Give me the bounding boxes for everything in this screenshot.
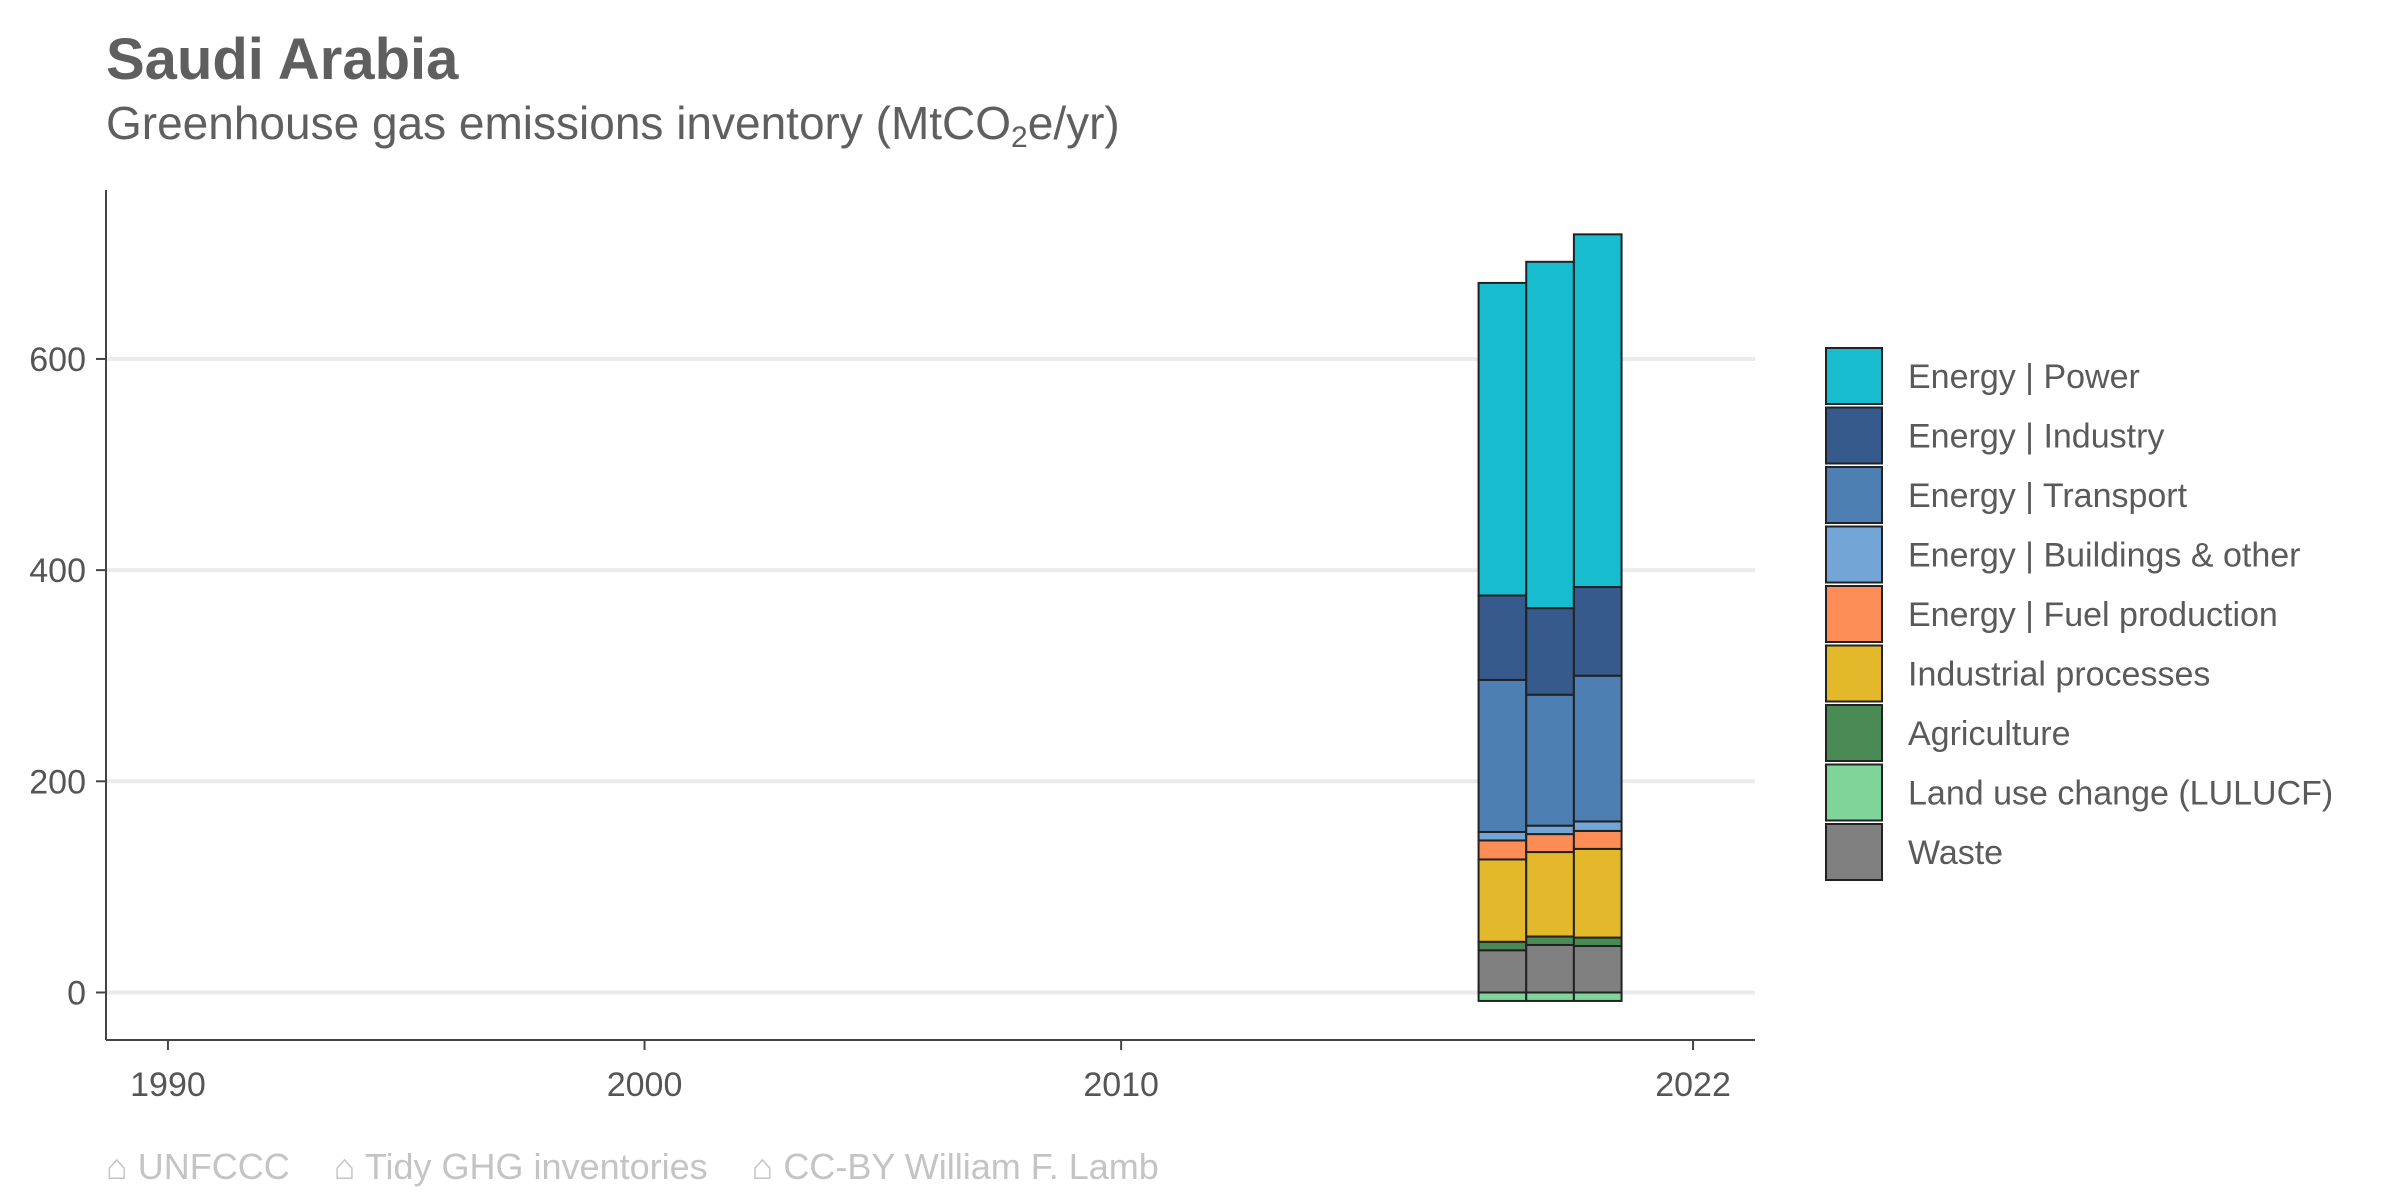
legend-label: Energy | Industry [1908, 418, 2164, 456]
legend-label: Land use change (LULUCF) [1908, 775, 2333, 813]
subtitle-main: Greenhouse gas emissions inventory (MtCO [106, 97, 1012, 149]
x-tick-label: 1990 [130, 1066, 206, 1104]
bar-segment [1477, 678, 1528, 833]
bar-segment [1572, 847, 1623, 939]
bar-segment [1525, 824, 1575, 836]
bar-segment [1477, 991, 1528, 1002]
bar-segment [1477, 858, 1528, 943]
bar-segment [1525, 851, 1575, 938]
bar-segment [1525, 833, 1575, 854]
bar-segment [1477, 830, 1528, 842]
bar-segment [1477, 949, 1528, 994]
footer-license: ⌂ CC-BY William F. Lamb [751, 1146, 1159, 1187]
legend-swatch [1825, 347, 1883, 405]
legend-swatch [1825, 644, 1883, 703]
bar-segment [1525, 943, 1575, 994]
legend-label: Energy | Fuel production [1908, 596, 2278, 634]
legend: Energy | Power Energy | Industry Energy | … [1825, 347, 2333, 881]
legend-label: Energy | Power [1908, 358, 2140, 396]
legend-swatch [1825, 585, 1883, 643]
bar-segment [1572, 674, 1623, 823]
legend-swatch [1825, 704, 1883, 762]
chart-subtitle: Greenhouse gas emissions inventory (MtCO… [106, 96, 1120, 155]
legend-swatch [1825, 406, 1883, 465]
legend-label: Industrial processes [1908, 656, 2210, 694]
subtitle-tail: e/yr) [1027, 97, 1120, 149]
legend-label: Energy | Transport [1908, 477, 2188, 515]
bar-segment [1572, 991, 1623, 1002]
y-tick-label: 0 [67, 974, 86, 1012]
x-tick-label: 2022 [1655, 1066, 1731, 1104]
subtitle-subscript: 2 [1011, 121, 1028, 154]
bar-segment [1477, 940, 1528, 952]
bar-segment [1525, 607, 1575, 696]
chart-title: Saudi Arabia [106, 27, 459, 92]
bar-segment [1525, 991, 1575, 1002]
legend-label: Waste [1908, 834, 2003, 872]
axes: 0 200 400 600 1990 2000 2010 2022 [29, 190, 1755, 1104]
bar-segment [1477, 839, 1528, 861]
bar-segment [1572, 820, 1623, 832]
bar-segment [1525, 693, 1575, 827]
stacked-bars [1477, 233, 1623, 1002]
bar-segment [1525, 260, 1575, 610]
x-tick-label: 2000 [607, 1066, 683, 1104]
bar-segment [1477, 594, 1528, 681]
bar-segment [1525, 935, 1575, 946]
footer-credits: ⌂ UNFCCC ⌂ Tidy GHG inventories ⌂ CC-BY … [106, 1146, 1193, 1188]
bar-segment [1572, 829, 1623, 850]
y-tick-label: 400 [29, 552, 86, 590]
bar-segment [1477, 281, 1528, 597]
legend-swatch [1825, 525, 1883, 584]
legend-swatch [1825, 763, 1883, 822]
footer-source-unfccc: ⌂ UNFCCC [106, 1146, 290, 1187]
legend-label: Agriculture [1908, 715, 2071, 753]
y-tick-label: 200 [29, 763, 86, 801]
bar-segment [1572, 936, 1623, 948]
bar-segment [1572, 945, 1623, 994]
footer-source-tidy: ⌂ Tidy GHG inventories [333, 1146, 708, 1187]
y-tick-label: 600 [29, 341, 86, 379]
x-tick-label: 2010 [1083, 1066, 1159, 1104]
legend-label: Energy | Buildings & other [1908, 537, 2301, 575]
legend-swatch [1825, 823, 1883, 881]
legend-swatch [1825, 466, 1883, 524]
bar-segment [1572, 586, 1623, 677]
bar-segment [1572, 233, 1623, 589]
